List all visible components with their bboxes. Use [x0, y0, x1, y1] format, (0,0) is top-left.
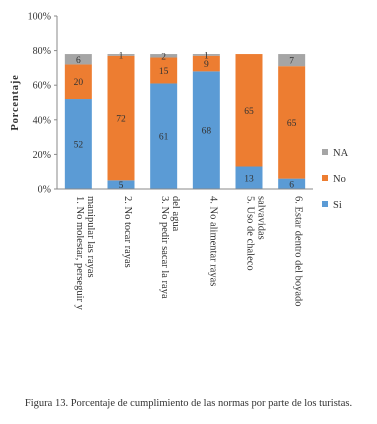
chart-area: 52 20 6 5 72 1 61 15 2 68 9 1 13 65 6 65 7 0% 20% 40% 60% 80%… — [10, 12, 349, 311]
x-category-label: 4. No alimentar rayas — [207, 196, 218, 286]
bar-no-1 — [64, 64, 92, 100]
x-category-label: salvavidas — [256, 196, 267, 240]
data-label-no-2: 72 — [116, 115, 126, 125]
bar-na-4 — [192, 54, 220, 56]
bar-na-2 — [107, 54, 135, 56]
y-axis-title: Porcentaje — [10, 74, 21, 130]
data-label-si-3: 61 — [159, 133, 169, 143]
stacked-bar-chart: 522065721611526891136566570%20%40%60%80%… — [10, 12, 349, 311]
legend-swatch-si — [322, 201, 328, 207]
y-tick-label: 40% — [33, 115, 51, 126]
data-label-si-6: 6 — [289, 180, 294, 190]
bar-si-2 — [107, 180, 135, 189]
bar-si-3 — [150, 83, 178, 189]
bar-no-3 — [150, 57, 178, 84]
bar-si-1 — [64, 99, 92, 189]
y-tick-label: 100% — [28, 12, 51, 23]
data-label-na-3: 2 — [161, 52, 166, 62]
figure-caption: Figura 13. Porcentaje de cumplimiento de… — [24, 398, 353, 409]
legend-swatch-no — [322, 175, 328, 181]
bar-no-5 — [235, 54, 263, 167]
y-tick-label: 0% — [38, 185, 51, 196]
bar-no-2 — [107, 55, 135, 181]
y-tick-label: 80% — [33, 46, 51, 57]
bar-si-5 — [235, 166, 263, 189]
y-tick-label: 20% — [33, 150, 51, 161]
data-label-si-2: 5 — [119, 181, 124, 191]
data-label-no-3: 15 — [159, 67, 169, 77]
bar-si-6 — [278, 178, 306, 189]
x-category-label: 1. No molestar, perseguir y — [74, 196, 85, 311]
y-tick-label: 60% — [33, 81, 51, 92]
data-label-na-2: 1 — [119, 51, 124, 61]
bar-no-4 — [192, 55, 220, 72]
legend-label-na: NA — [333, 148, 349, 159]
data-label-no-5: 65 — [244, 107, 254, 117]
data-label-na-1: 6 — [76, 56, 81, 66]
data-label-no-1: 20 — [74, 78, 84, 88]
bar-si-4 — [192, 71, 220, 189]
bar-no-6 — [278, 66, 306, 179]
data-label-si-4: 68 — [202, 127, 212, 137]
bar-na-6 — [278, 54, 306, 67]
x-category-label: 6. Estar dentro del boyado — [293, 196, 304, 307]
x-category-label: 2. No tocar rayas — [122, 196, 133, 268]
x-category-label: del agua — [170, 196, 181, 232]
data-label-na-4: 1 — [204, 51, 209, 61]
data-label-no-6: 65 — [287, 119, 297, 129]
data-label-no-4: 9 — [204, 60, 209, 70]
legend-swatch-na — [322, 149, 328, 155]
legend-label-si: Si — [333, 200, 342, 211]
bar-na-3 — [150, 54, 178, 58]
data-label-si-1: 52 — [74, 141, 84, 151]
data-label-na-6: 7 — [289, 57, 294, 67]
legend-label-no: No — [333, 174, 346, 185]
x-category-label: manipular las rayas — [85, 196, 96, 278]
x-category-label: 5. Uso de chaleco — [245, 196, 256, 271]
data-label-si-5: 13 — [244, 174, 254, 184]
x-category-label: 3. No pedir sacar la raya — [159, 196, 170, 299]
bar-na-1 — [64, 54, 92, 65]
